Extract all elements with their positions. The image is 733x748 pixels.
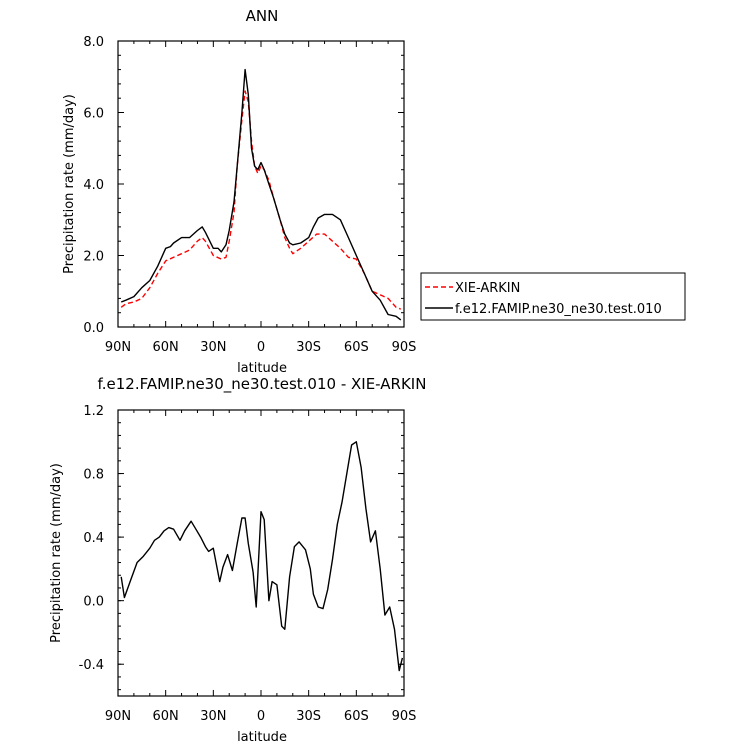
y-tick-label-top-0: 0.0 <box>83 321 104 336</box>
y-axis-label-top: Precipitation rate (mm/day) <box>62 94 77 274</box>
x-tick-label-top-5: 60S <box>344 340 369 355</box>
x-tick-label-bottom-5: 60S <box>344 709 369 724</box>
axis-ticks-bottom: 90N 60N 30N 0 30S 60S 90S -0.4 0.0 0.4 0.8 1.2 <box>79 404 417 724</box>
x-tick-label-bottom-1: 60N <box>153 709 179 724</box>
y-tick-label-bottom-2: 0.4 <box>83 531 104 546</box>
x-tick-label-top-1: 60N <box>153 340 179 355</box>
plot-frame-bottom <box>117 409 405 697</box>
bottom-panel-difference: f.e12.FAMIP.ne30_ne30.test.010 - XIE-ARK… <box>49 375 426 745</box>
x-tick-label-bottom-2: 30N <box>200 709 226 724</box>
y-tick-label-bottom-3: 0.8 <box>83 468 104 483</box>
legend-label-model: f.e12.FAMIP.ne30_ne30.test.010 <box>455 302 662 317</box>
x-tick-label-bottom-3: 0 <box>257 709 265 724</box>
x-tick-label-top-3: 0 <box>257 340 265 355</box>
x-tick-label-top-4: 30S <box>296 340 321 355</box>
plot-frame-top <box>117 40 405 328</box>
series-lines-bottom <box>120 441 404 672</box>
y-tick-label-top-4: 8.0 <box>83 35 104 50</box>
x-tick-label-top-6: 90S <box>392 340 417 355</box>
y-tick-label-bottom-4: 1.2 <box>83 404 104 419</box>
x-axis-label-bottom: latitude <box>237 730 287 745</box>
x-tick-label-top-0: 90N <box>105 340 131 355</box>
y-tick-label-top-2: 4.0 <box>83 178 104 193</box>
series-line-top-1 <box>120 68 402 321</box>
y-tick-label-top-3: 6.0 <box>83 107 104 122</box>
y-tick-label-top-1: 2.0 <box>83 250 104 265</box>
series-lines-top <box>120 68 402 321</box>
x-tick-label-top-2: 30N <box>200 340 226 355</box>
chart-title-ann: ANN <box>246 7 279 25</box>
legend-box <box>420 272 686 321</box>
x-tick-label-bottom-4: 30S <box>296 709 321 724</box>
axis-ticks-top: 90N 60N 30N 0 30S 60S 90S 0.0 2.0 4.0 6.0 8.0 <box>83 35 416 355</box>
legend-label-xie-arkin: XIE-ARKIN <box>455 281 520 296</box>
top-panel-ann: ANN Precipitation rate (mm/day) latitude… <box>62 7 416 376</box>
y-tick-label-bottom-1: 0.0 <box>83 595 104 610</box>
x-tick-label-bottom-0: 90N <box>105 709 131 724</box>
series-line-top-0 <box>120 90 402 310</box>
legend: XIE-ARKIN f.e12.FAMIP.ne30_ne30.test.010 <box>420 272 686 321</box>
x-tick-label-bottom-6: 90S <box>392 709 417 724</box>
chart-title-difference: f.e12.FAMIP.ne30_ne30.test.010 - XIE-ARK… <box>98 375 427 394</box>
series-line-bottom-0 <box>120 441 404 672</box>
y-axis-label-bottom: Precipitation rate (mm/day) <box>49 463 64 643</box>
x-axis-label-top: latitude <box>237 361 287 376</box>
y-tick-label-bottom-0: -0.4 <box>79 658 104 673</box>
